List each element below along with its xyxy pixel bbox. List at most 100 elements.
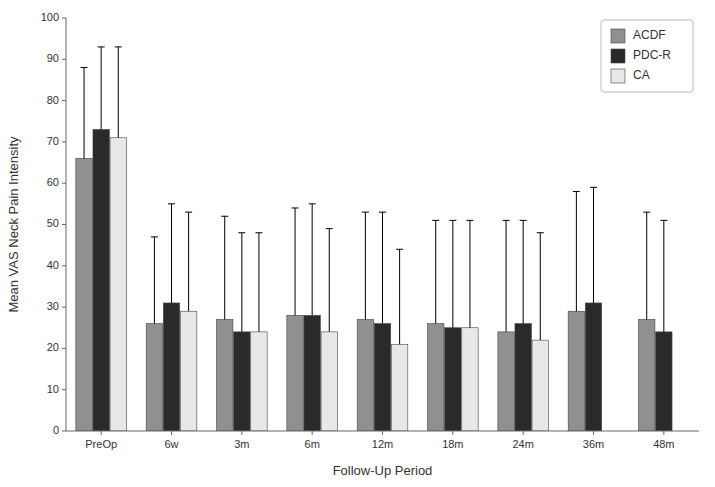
x-tick [593, 431, 594, 435]
error-bar [379, 212, 386, 324]
error-bars [98, 47, 668, 332]
error-bar [643, 212, 650, 319]
bar [462, 328, 478, 431]
bar [639, 319, 655, 431]
bar [304, 315, 320, 431]
x-tick-label: 18m [442, 438, 463, 450]
bar [568, 311, 584, 431]
bar [656, 332, 672, 431]
bar [391, 344, 407, 431]
chart-svg: 0102030405060708090100PreOp6w3m6m12m18m2… [0, 0, 715, 487]
y-tick-label: 40 [47, 259, 59, 271]
bar [93, 130, 109, 431]
y-tick-label: 80 [47, 94, 59, 106]
bar [374, 324, 390, 431]
x-tick [452, 431, 453, 435]
y-tick-label: 90 [47, 52, 59, 64]
x-tick-label: 48m [653, 438, 674, 450]
error-bar [255, 233, 262, 332]
error-bar [98, 47, 105, 130]
legend-box [601, 20, 693, 92]
bar [287, 315, 303, 431]
error-bar [151, 237, 158, 324]
error-bar [590, 187, 597, 303]
error-bars [115, 47, 544, 344]
legend-label: ACDF [633, 28, 666, 42]
bar [585, 303, 601, 431]
error-bar [660, 220, 667, 332]
error-bar [362, 212, 369, 319]
bar [357, 319, 373, 431]
error-bar [573, 191, 580, 311]
bar [146, 324, 162, 431]
chart-container: 0102030405060708090100PreOp6w3m6m12m18m2… [0, 0, 715, 487]
x-tick-label: 36m [583, 438, 604, 450]
bar [515, 324, 531, 431]
bar [217, 319, 233, 431]
error-bar [221, 216, 228, 319]
bar [180, 311, 196, 431]
x-axis-label: Follow-Up Period [333, 463, 433, 478]
x-tick [101, 431, 102, 435]
error-bar [449, 220, 456, 327]
y-tick-label: 0 [53, 424, 59, 436]
error-bar [81, 68, 88, 159]
y-tick [62, 265, 66, 266]
error-bar [520, 220, 527, 323]
y-tick [62, 307, 66, 308]
error-bar [396, 249, 403, 344]
bar [110, 138, 126, 431]
x-tick-label: 12m [372, 438, 393, 450]
y-tick [62, 141, 66, 142]
error-bar [168, 204, 175, 303]
bar [76, 158, 92, 431]
y-tick-label: 30 [47, 300, 59, 312]
y-tick [62, 59, 66, 60]
bar [321, 332, 337, 431]
error-bar [537, 233, 544, 340]
error-bar [115, 47, 122, 138]
y-tick-label: 10 [47, 383, 59, 395]
bar [163, 303, 179, 431]
error-bar [503, 220, 510, 332]
y-tick [62, 431, 66, 432]
x-tick [382, 431, 383, 435]
y-tick-label: 70 [47, 135, 59, 147]
legend-label: PDC-R [633, 48, 671, 62]
legend-swatch [611, 69, 625, 83]
x-tick [312, 431, 313, 435]
y-tick-label: 100 [41, 11, 59, 23]
legend-label: CA [633, 68, 650, 82]
x-tick-label: 3m [234, 438, 249, 450]
bar [532, 340, 548, 431]
legend: ACDF PDC-R CA [601, 20, 693, 92]
y-tick [62, 224, 66, 225]
legend-swatch [611, 49, 625, 63]
error-bar [309, 204, 316, 316]
error-bar [432, 220, 439, 323]
x-tick [241, 431, 242, 435]
y-axis-label: Mean VAS Neck Pain Intensity [6, 136, 21, 313]
x-tick [663, 431, 664, 435]
x-tick-label: PreOp [85, 438, 117, 450]
error-bar [466, 220, 473, 327]
y-tick [62, 389, 66, 390]
axes: 0102030405060708090100PreOp6w3m6m12m18m2… [41, 11, 699, 450]
error-bar [185, 212, 192, 311]
y-tick-label: 50 [47, 217, 59, 229]
x-tick-label: 6w [164, 438, 178, 450]
bar [234, 332, 250, 431]
y-tick-label: 60 [47, 176, 59, 188]
error-bar [238, 233, 245, 332]
y-tick [62, 100, 66, 101]
y-tick-label: 20 [47, 341, 59, 353]
error-bars [81, 68, 651, 332]
bar [428, 324, 444, 431]
series-bars [110, 138, 548, 431]
y-tick [62, 348, 66, 349]
x-tick [171, 431, 172, 435]
error-bar [292, 208, 299, 315]
x-tick-label: 6m [305, 438, 320, 450]
bar [498, 332, 514, 431]
x-tick [523, 431, 524, 435]
